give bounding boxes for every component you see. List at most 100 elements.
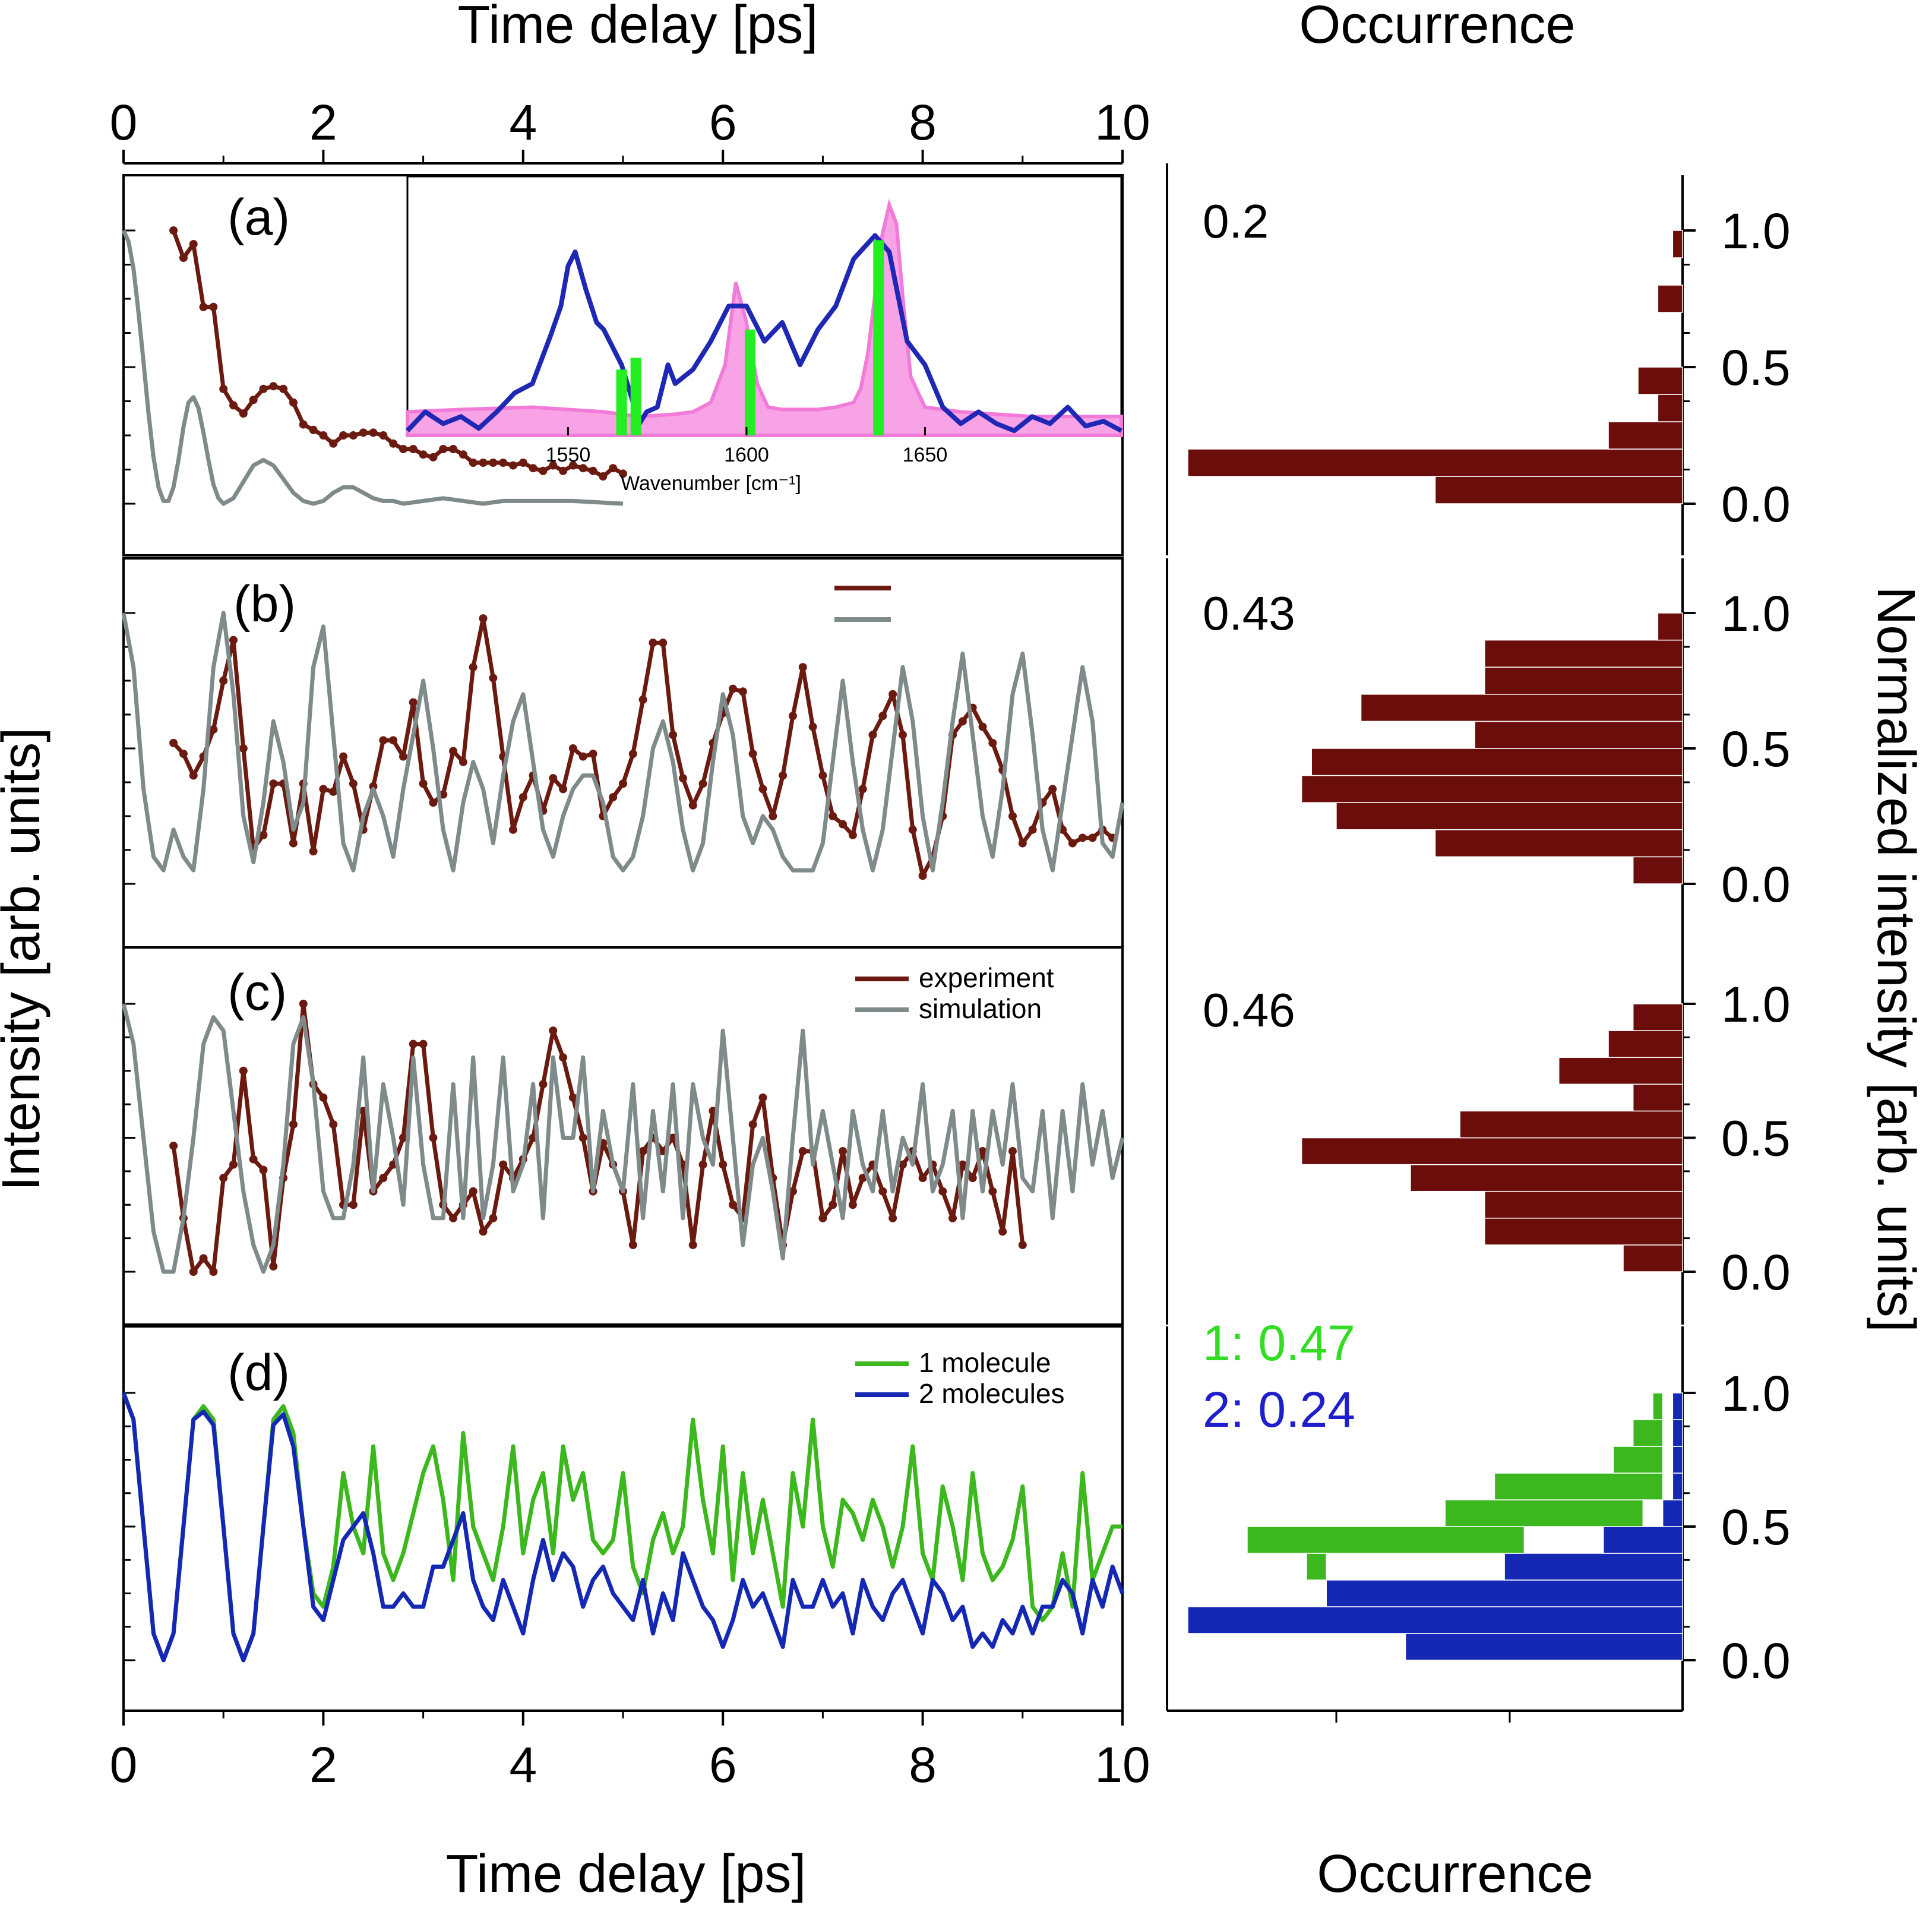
data-point: [349, 779, 358, 788]
data-point: [289, 1120, 298, 1129]
hist-bar-two-molecules: [1662, 1499, 1683, 1527]
data-point: [619, 779, 627, 788]
bottom-tick-label: 0: [110, 1737, 138, 1793]
histogram-c: 1.0 0.5 0.0: [1166, 947, 1791, 1325]
data-point: [359, 428, 368, 437]
data-point: [469, 1187, 478, 1196]
data-point: [1008, 1147, 1017, 1156]
data-point: [269, 779, 278, 788]
data-point: [958, 1160, 967, 1169]
data-point: [729, 684, 738, 693]
data-point: [938, 1187, 947, 1196]
hist-bar-one-molecule: [1247, 1526, 1525, 1554]
hist-bar: [1632, 1003, 1683, 1031]
data-point: [189, 240, 198, 248]
legend-d: 1 molecule 2 molecules: [855, 1347, 1064, 1409]
data-point: [429, 453, 438, 462]
legend-d-one-molecule-label: 1 molecule: [919, 1347, 1051, 1378]
data-point: [349, 431, 358, 440]
panel-label-c: (c): [227, 964, 287, 1021]
hist-bar-one-molecule: [1306, 1553, 1327, 1581]
data-point: [339, 431, 348, 440]
hist-bar: [1434, 476, 1683, 504]
data-point: [948, 1214, 957, 1222]
data-point: [518, 459, 527, 467]
top-time-axis: 0 2 4 6 8 10: [110, 94, 1150, 165]
data-point: [649, 639, 657, 647]
panel-b: [121, 557, 1125, 949]
hist-bar: [1608, 421, 1683, 450]
bottom-tick-label: 2: [309, 1737, 337, 1793]
data-point: [479, 459, 488, 467]
data-point: [578, 464, 587, 473]
right-axis-title: Normalized intensity [arb. units]: [1866, 586, 1925, 1332]
data-point: [858, 785, 867, 794]
inset-spectrum: 1550 1600 1650 Wavenumber [cm⁻¹]: [406, 175, 1123, 495]
hist-bar-two-molecules: [1405, 1633, 1683, 1661]
hist-c-value: 0.46: [1203, 984, 1295, 1037]
data-point: [769, 812, 777, 820]
data-point: [169, 738, 178, 747]
data-point: [249, 1155, 258, 1164]
data-point: [299, 420, 308, 429]
series-line-simulation: [121, 611, 1125, 873]
data-point: [219, 677, 228, 685]
data-point: [808, 722, 817, 731]
hist-bar-two-molecules: [1672, 1392, 1683, 1420]
data-point: [439, 445, 448, 453]
data-point: [578, 752, 587, 761]
data-point: [329, 439, 338, 448]
data-point: [578, 1133, 587, 1142]
histogram-b: 1.0 0.5 0.0: [1166, 558, 1791, 947]
hist-bar-one-molecule: [1652, 1392, 1664, 1420]
hist-y-tick-label: 0.5: [1721, 1111, 1791, 1167]
data-point: [409, 1039, 418, 1048]
data-point: [508, 825, 517, 834]
data-point: [419, 779, 428, 788]
hist-bar: [1410, 1164, 1683, 1192]
data-point: [848, 830, 857, 839]
data-point: [489, 1214, 498, 1222]
data-point: [908, 825, 917, 834]
hist-bar-two-molecules: [1326, 1579, 1683, 1607]
hist-bar: [1459, 1110, 1683, 1139]
data-point: [918, 871, 927, 880]
data-point: [1028, 825, 1037, 834]
data-point: [1008, 812, 1017, 820]
data-point: [659, 639, 668, 647]
hist-bar-one-molecule: [1612, 1446, 1664, 1474]
hist-y-tick-label: 0.0: [1721, 857, 1791, 912]
data-point: [549, 774, 558, 783]
data-point: [698, 1160, 707, 1169]
panel-c: [121, 946, 1125, 1326]
data-point: [978, 722, 987, 731]
data-point: [319, 1093, 328, 1102]
hist-bar: [1474, 721, 1683, 749]
data-point: [698, 779, 707, 788]
bottom-axis-title: Time delay [ps]: [446, 1844, 807, 1904]
data-point: [1078, 833, 1087, 842]
data-point: [349, 1200, 358, 1209]
data-point: [409, 698, 418, 707]
data-point: [199, 1254, 208, 1263]
hist-bar: [1187, 448, 1683, 477]
data-point: [449, 747, 458, 756]
hist-y-tick-label: 0.0: [1721, 476, 1791, 532]
data-point: [568, 744, 577, 753]
series-line-simulation: [121, 229, 624, 506]
data-point: [479, 614, 488, 623]
data-point: [479, 1227, 488, 1236]
data-point: [189, 771, 198, 780]
panels: 1.0 0.5 0.0 1.0 0.5 0.0 1.0 0.5 0.0 1.0 0.5 0.0 1550…: [121, 163, 1791, 1723]
data-point: [1088, 833, 1097, 842]
data-point: [589, 466, 597, 475]
hist-bar: [1360, 694, 1683, 722]
data-point: [399, 752, 407, 761]
data-point: [319, 785, 328, 794]
inset-x-tick-label: 1650: [903, 444, 948, 466]
data-point: [638, 1147, 647, 1156]
inset-x-tick-label: 1550: [546, 444, 591, 466]
data-point: [429, 798, 438, 807]
hist-y-tick-label: 1.0: [1721, 1366, 1791, 1421]
data-point: [898, 1160, 907, 1169]
